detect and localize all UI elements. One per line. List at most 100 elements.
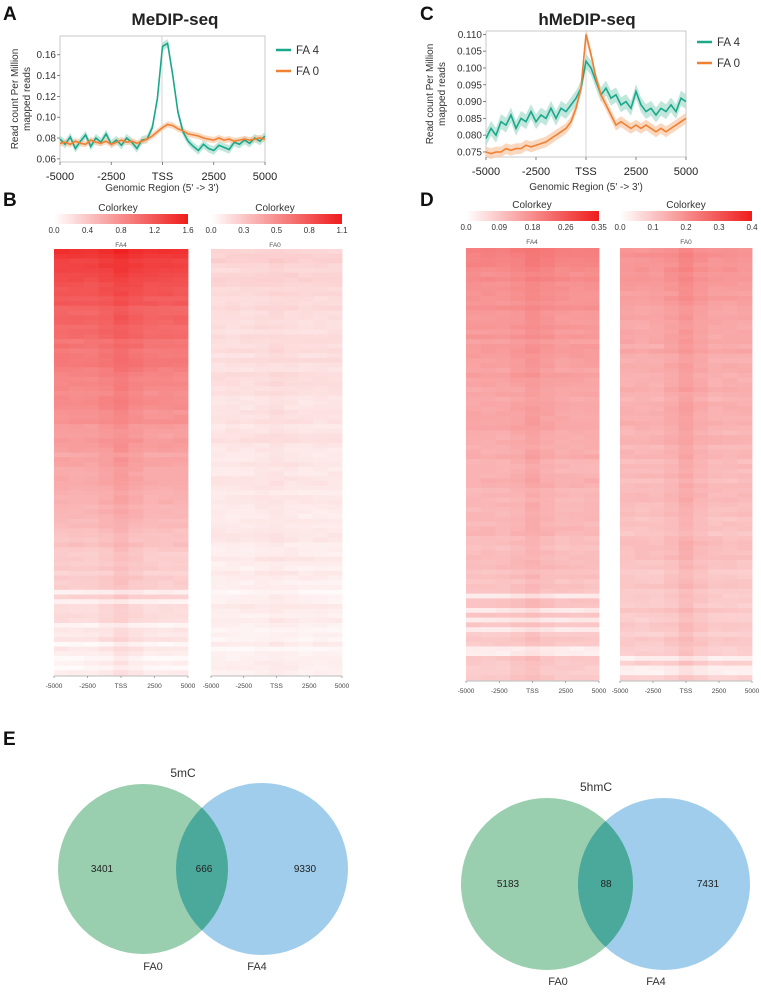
heatmap-cell xyxy=(525,320,541,326)
heatmap-cell xyxy=(143,561,159,567)
heatmap-cell xyxy=(158,656,174,662)
heatmap-cell xyxy=(649,368,665,374)
heatmap-cell xyxy=(569,656,585,662)
heatmap-cell xyxy=(283,471,299,477)
heatmap-cell xyxy=(634,569,650,575)
heatmap-cell xyxy=(554,296,570,302)
heatmap-cell xyxy=(143,267,159,274)
heatmap-cell xyxy=(269,424,285,430)
heatmap-cell xyxy=(54,329,70,335)
heatmap-cell xyxy=(620,660,636,666)
heatmap-cell xyxy=(254,613,270,619)
heatmap-cell xyxy=(128,324,144,330)
heatmap-cell xyxy=(480,315,496,321)
heatmap-cell xyxy=(737,368,753,374)
colorkey-tick-label: 0.8 xyxy=(304,226,316,235)
heatmap-cell xyxy=(722,420,738,426)
heatmap-cell xyxy=(510,598,526,604)
heatmap-cell xyxy=(584,324,600,330)
heatmap-cell xyxy=(466,454,482,460)
heatmap-cell xyxy=(113,509,129,515)
heatmap-cell xyxy=(327,627,343,633)
heatmap-cell xyxy=(525,296,541,302)
heatmap-cell xyxy=(113,334,129,340)
heatmap-cell xyxy=(211,409,226,416)
venn-set-label-fa4: FA4 xyxy=(247,961,267,973)
heatmap-cell xyxy=(737,339,753,345)
heatmap-cell xyxy=(269,320,285,326)
heatmap-cell xyxy=(312,665,328,671)
heatmap-cell xyxy=(722,641,738,647)
heatmap-cell xyxy=(525,670,541,676)
heatmap-cell xyxy=(225,372,241,378)
heatmap-cell xyxy=(173,670,189,676)
y-label-line1: Read count Per Million xyxy=(425,44,436,145)
heatmap-cell xyxy=(525,272,541,278)
heatmap-cell xyxy=(211,665,226,671)
heatmap-cell xyxy=(737,257,753,263)
heatmap-cell xyxy=(539,358,556,364)
heatmap-cell xyxy=(128,376,144,382)
heatmap-cell xyxy=(495,440,511,446)
heatmap-cell xyxy=(480,574,496,580)
heatmap-cell xyxy=(554,267,570,273)
heatmap-cell xyxy=(327,542,343,548)
heatmap-cell xyxy=(722,435,738,441)
heatmap-cell xyxy=(211,291,226,297)
heatmap-cell xyxy=(269,305,285,311)
heatmap-cell xyxy=(327,480,343,487)
heatmap-cell xyxy=(298,585,314,591)
heatmap-cell xyxy=(466,632,482,638)
y-tick-label: 0.14 xyxy=(37,71,57,82)
heatmap-cell xyxy=(649,540,665,546)
heatmap-cell xyxy=(634,598,650,604)
heatmap-cell xyxy=(173,466,189,472)
heatmap-cell xyxy=(298,301,314,307)
heatmap-cell xyxy=(737,569,753,575)
heatmap-cell xyxy=(98,656,114,662)
heatmap-cell xyxy=(225,637,241,643)
heatmap-cell xyxy=(283,452,299,458)
heatmap-cell xyxy=(664,382,680,388)
heatmap-cell xyxy=(649,574,665,580)
heatmap-cell xyxy=(664,353,680,359)
heatmap-cell xyxy=(584,507,600,513)
heatmap-cell xyxy=(113,428,129,434)
heatmap-cell xyxy=(569,396,585,402)
heatmap-cell xyxy=(225,608,241,614)
heatmap-cell xyxy=(98,646,114,652)
venn-title: 5hmC xyxy=(580,780,612,794)
heatmap-cell xyxy=(693,622,709,628)
heatmap-cell xyxy=(495,411,511,417)
heatmap-cell xyxy=(98,660,114,666)
heatmap-cell xyxy=(737,641,753,647)
heatmap-cell xyxy=(327,509,343,515)
heatmap-cell xyxy=(678,526,694,532)
heatmap-cell xyxy=(722,660,738,666)
heatmap-cell xyxy=(634,334,650,340)
heatmap-cell xyxy=(83,324,100,330)
heatmap-cell xyxy=(693,584,709,590)
heatmap-cell xyxy=(68,438,85,444)
heatmap-cell xyxy=(312,414,328,420)
heatmap-cell xyxy=(143,272,159,278)
heatmap-cell xyxy=(225,391,241,397)
heatmap-cell xyxy=(737,516,753,522)
heatmap-cell xyxy=(269,310,285,316)
heatmap-cell xyxy=(539,377,556,383)
heatmap-cell xyxy=(269,604,285,610)
heatmap-cell xyxy=(54,310,70,316)
heatmap-cell xyxy=(495,584,511,590)
heatmap-cell xyxy=(693,329,709,335)
heatmap-cell xyxy=(649,420,665,426)
heatmap-cell xyxy=(225,660,241,666)
heatmap-cell xyxy=(298,570,314,576)
heatmap-cell xyxy=(708,464,724,470)
heatmap-cell xyxy=(128,518,144,524)
heatmap-cell xyxy=(254,329,270,335)
heatmap-cell xyxy=(466,310,482,316)
heatmap-cell xyxy=(693,641,709,647)
heatmap-cell xyxy=(68,381,85,387)
heatmap-cell xyxy=(466,248,482,254)
heatmap-cell xyxy=(708,536,724,542)
